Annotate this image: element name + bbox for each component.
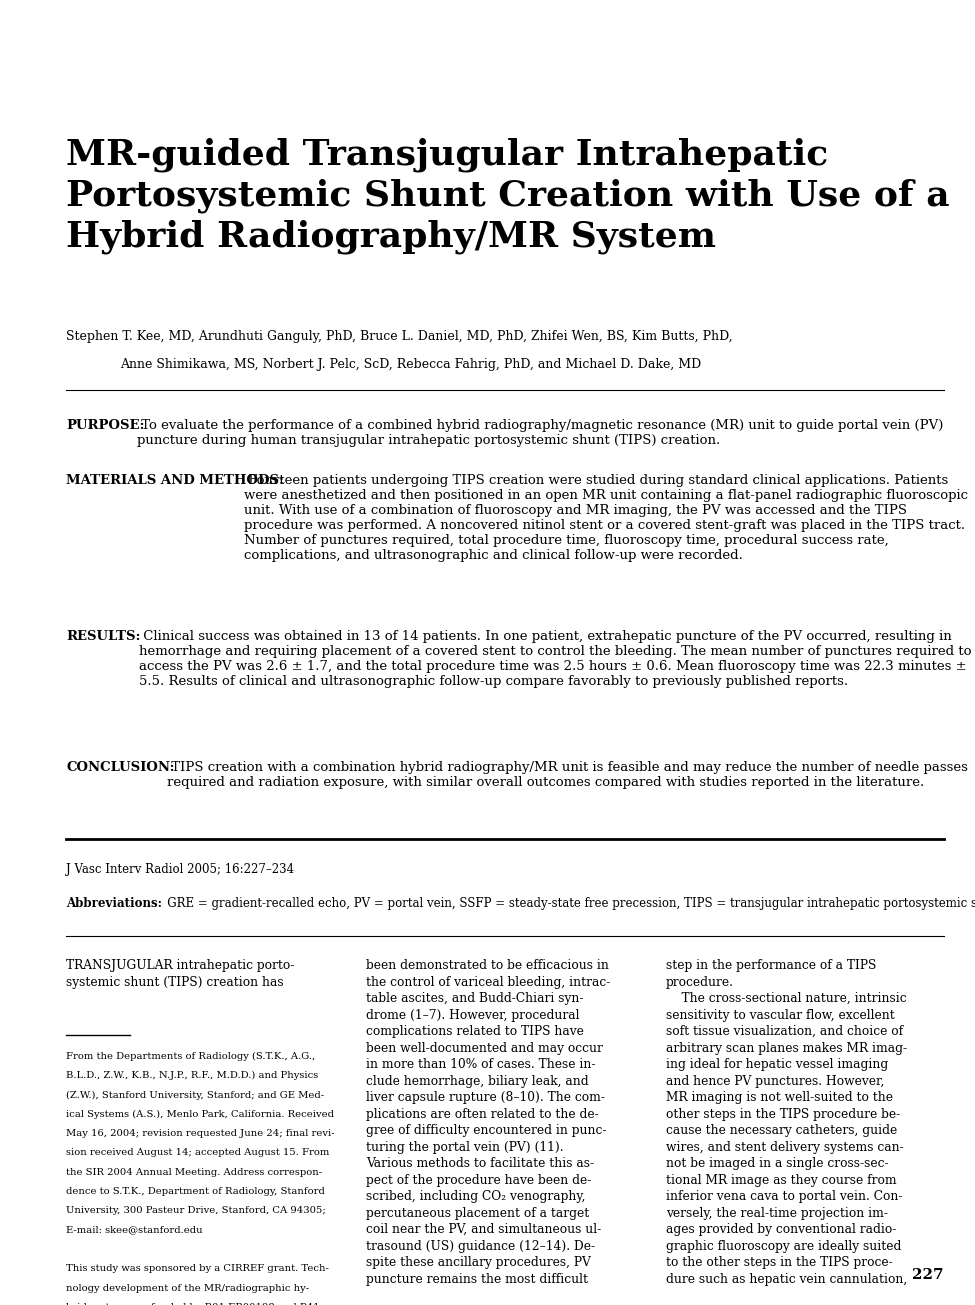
Text: step in the performance of a TIPS
procedure.
    The cross-sectional nature, int: step in the performance of a TIPS proced…: [666, 959, 907, 1285]
Text: May 16, 2004; revision requested June 24; final revi-: May 16, 2004; revision requested June 24…: [66, 1129, 335, 1138]
Text: MR-guided Transjugular Intrahepatic
Portosystemic Shunt Creation with Use of a
H: MR-guided Transjugular Intrahepatic Port…: [66, 137, 950, 254]
Text: Anne Shimikawa, MS, Norbert J. Pelc, ScD, Rebecca Fahrig, PhD, and Michael D. Da: Anne Shimikawa, MS, Norbert J. Pelc, ScD…: [120, 358, 701, 371]
Text: MATERIALS AND METHODS:: MATERIALS AND METHODS:: [66, 474, 285, 487]
Text: Clinical success was obtained in 13 of 14 patients. In one patient, extrahepatic: Clinical success was obtained in 13 of 1…: [139, 630, 972, 688]
Text: University, 300 Pasteur Drive, Stanford, CA 94305;: University, 300 Pasteur Drive, Stanford,…: [66, 1206, 326, 1215]
Text: E-mail: skee@stanford.edu: E-mail: skee@stanford.edu: [66, 1225, 203, 1235]
Text: TRANSJUGULAR intrahepatic porto-
systemic shunt (TIPS) creation has: TRANSJUGULAR intrahepatic porto- systemi…: [66, 959, 294, 989]
Text: This study was sponsored by a CIRREF grant. Tech-: This study was sponsored by a CIRREF gra…: [66, 1265, 330, 1274]
Text: brid system was funded by R01 EB00198 and P41: brid system was funded by R01 EB00198 an…: [66, 1302, 320, 1305]
Text: been demonstrated to be efficacious in
the control of variceal bleeding, intrac-: been demonstrated to be efficacious in t…: [366, 959, 610, 1285]
Text: From the Departments of Radiology (S.T.K., A.G.,: From the Departments of Radiology (S.T.K…: [66, 1052, 316, 1061]
Text: Fourteen patients undergoing TIPS creation were studied during standard clinical: Fourteen patients undergoing TIPS creati…: [244, 474, 968, 561]
Text: RESULTS:: RESULTS:: [66, 630, 140, 643]
Text: GRE = gradient-recalled echo, PV = portal vein, SSFP = steady-state free precess: GRE = gradient-recalled echo, PV = porta…: [156, 897, 975, 910]
Text: (Z.W.), Stanford University, Stanford; and GE Med-: (Z.W.), Stanford University, Stanford; a…: [66, 1091, 325, 1100]
Text: 227: 227: [913, 1267, 944, 1282]
Text: dence to S.T.K., Department of Radiology, Stanford: dence to S.T.K., Department of Radiology…: [66, 1188, 326, 1195]
Text: the SIR 2004 Annual Meeting. Address correspon-: the SIR 2004 Annual Meeting. Address cor…: [66, 1168, 323, 1177]
Text: TIPS creation with a combination hybrid radiography/MR unit is feasible and may : TIPS creation with a combination hybrid …: [167, 761, 967, 788]
Text: Abbreviations:: Abbreviations:: [66, 897, 162, 910]
Text: To evaluate the performance of a combined hybrid radiography/magnetic resonance : To evaluate the performance of a combine…: [137, 419, 944, 446]
Text: nology development of the MR/radiographic hy-: nology development of the MR/radiographi…: [66, 1284, 309, 1292]
Text: ical Systems (A.S.), Menlo Park, California. Received: ical Systems (A.S.), Menlo Park, Califor…: [66, 1109, 334, 1118]
Text: sion received August 14; accepted August 15. From: sion received August 14; accepted August…: [66, 1148, 330, 1158]
Text: J Vasc Interv Radiol 2005; 16:227–234: J Vasc Interv Radiol 2005; 16:227–234: [66, 863, 294, 876]
Text: Stephen T. Kee, MD, Arundhuti Ganguly, PhD, Bruce L. Daniel, MD, PhD, Zhifei Wen: Stephen T. Kee, MD, Arundhuti Ganguly, P…: [66, 330, 733, 343]
Text: B.L.D., Z.W., K.B., N.J.P., R.F., M.D.D.) and Physics: B.L.D., Z.W., K.B., N.J.P., R.F., M.D.D.…: [66, 1071, 319, 1081]
Text: CONCLUSION:: CONCLUSION:: [66, 761, 175, 774]
Text: PURPOSE:: PURPOSE:: [66, 419, 145, 432]
